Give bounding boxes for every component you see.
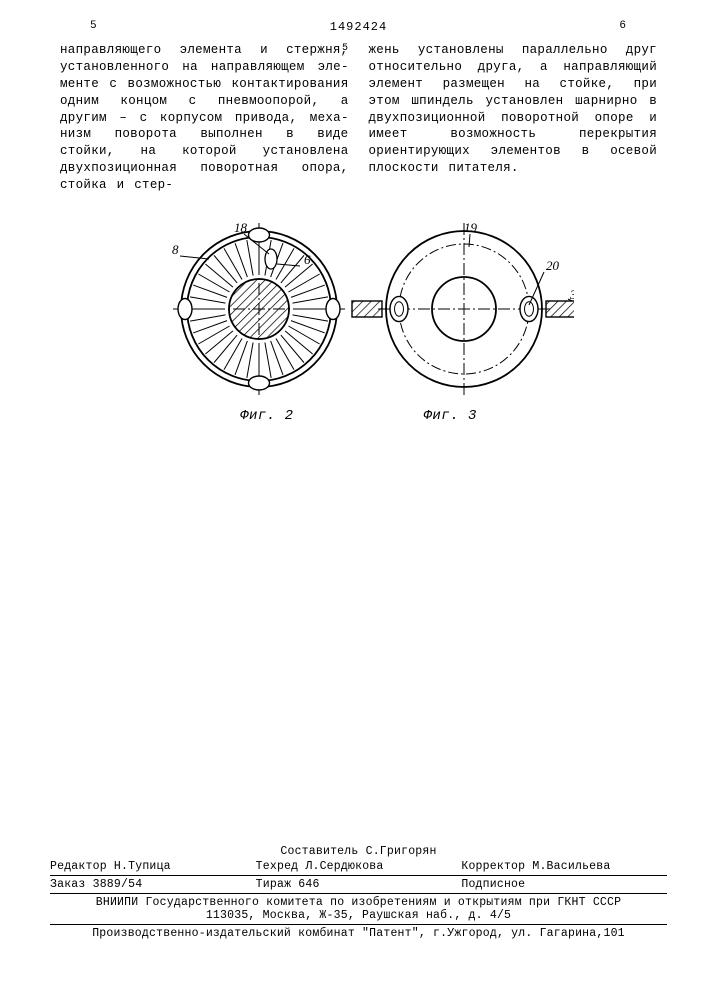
svg-text:20: 20	[546, 258, 560, 273]
divider-1	[50, 875, 667, 876]
corrector: Корректор М.Васильева	[461, 860, 667, 873]
org-line-2: 113035, Москва, Ж-35, Раушская наб., д. …	[50, 909, 667, 922]
svg-text:18: 18	[234, 220, 248, 235]
svg-text:8: 8	[172, 242, 179, 257]
footer-block: Составитель С.Григорян Редактор Н.Тупица…	[50, 845, 667, 940]
tech: Техред Л.Сердюкова	[256, 860, 462, 873]
patent-number: 1492424	[330, 20, 387, 34]
right-column-text: жень установлены параллельно друг относи…	[369, 43, 658, 175]
page-header: 5 1492424 6	[60, 20, 657, 34]
col-number-left: 5	[90, 20, 98, 32]
figures-svg: 8 18 6 19 20 3	[144, 214, 574, 404]
col-number-right: 6	[619, 20, 627, 32]
svg-text:3: 3	[569, 287, 574, 302]
svg-text:6: 6	[304, 252, 311, 267]
divider-2	[50, 893, 667, 894]
fig2-caption: Фиг. 2	[240, 408, 293, 424]
org-line-1: ВНИИПИ Государственного комитета по изоб…	[50, 896, 667, 909]
fig3-caption: Фиг. 3	[424, 408, 477, 424]
tirazh: Тираж 646	[256, 878, 462, 891]
order: Заказ 3889/54	[50, 878, 256, 891]
divider-3	[50, 924, 667, 925]
body-columns: направляющего элемента и стержня, устано…	[60, 42, 657, 194]
figures-block: 8 18 6 19 20 3 Фиг. 2 Фиг. 3	[60, 214, 657, 424]
compiler: Составитель С.Григорян	[50, 845, 667, 858]
svg-text:19: 19	[464, 220, 478, 235]
line-mark-5: 5	[342, 42, 348, 56]
left-column: направляющего элемента и стержня, устано…	[60, 42, 349, 194]
editor: Редактор Н.Тупица	[50, 860, 256, 873]
subscription: Подписное	[461, 878, 667, 891]
org-line-3: Производственно-издательский комбинат "П…	[50, 927, 667, 940]
right-column: 5 жень установлены параллельно друг отно…	[369, 42, 658, 194]
